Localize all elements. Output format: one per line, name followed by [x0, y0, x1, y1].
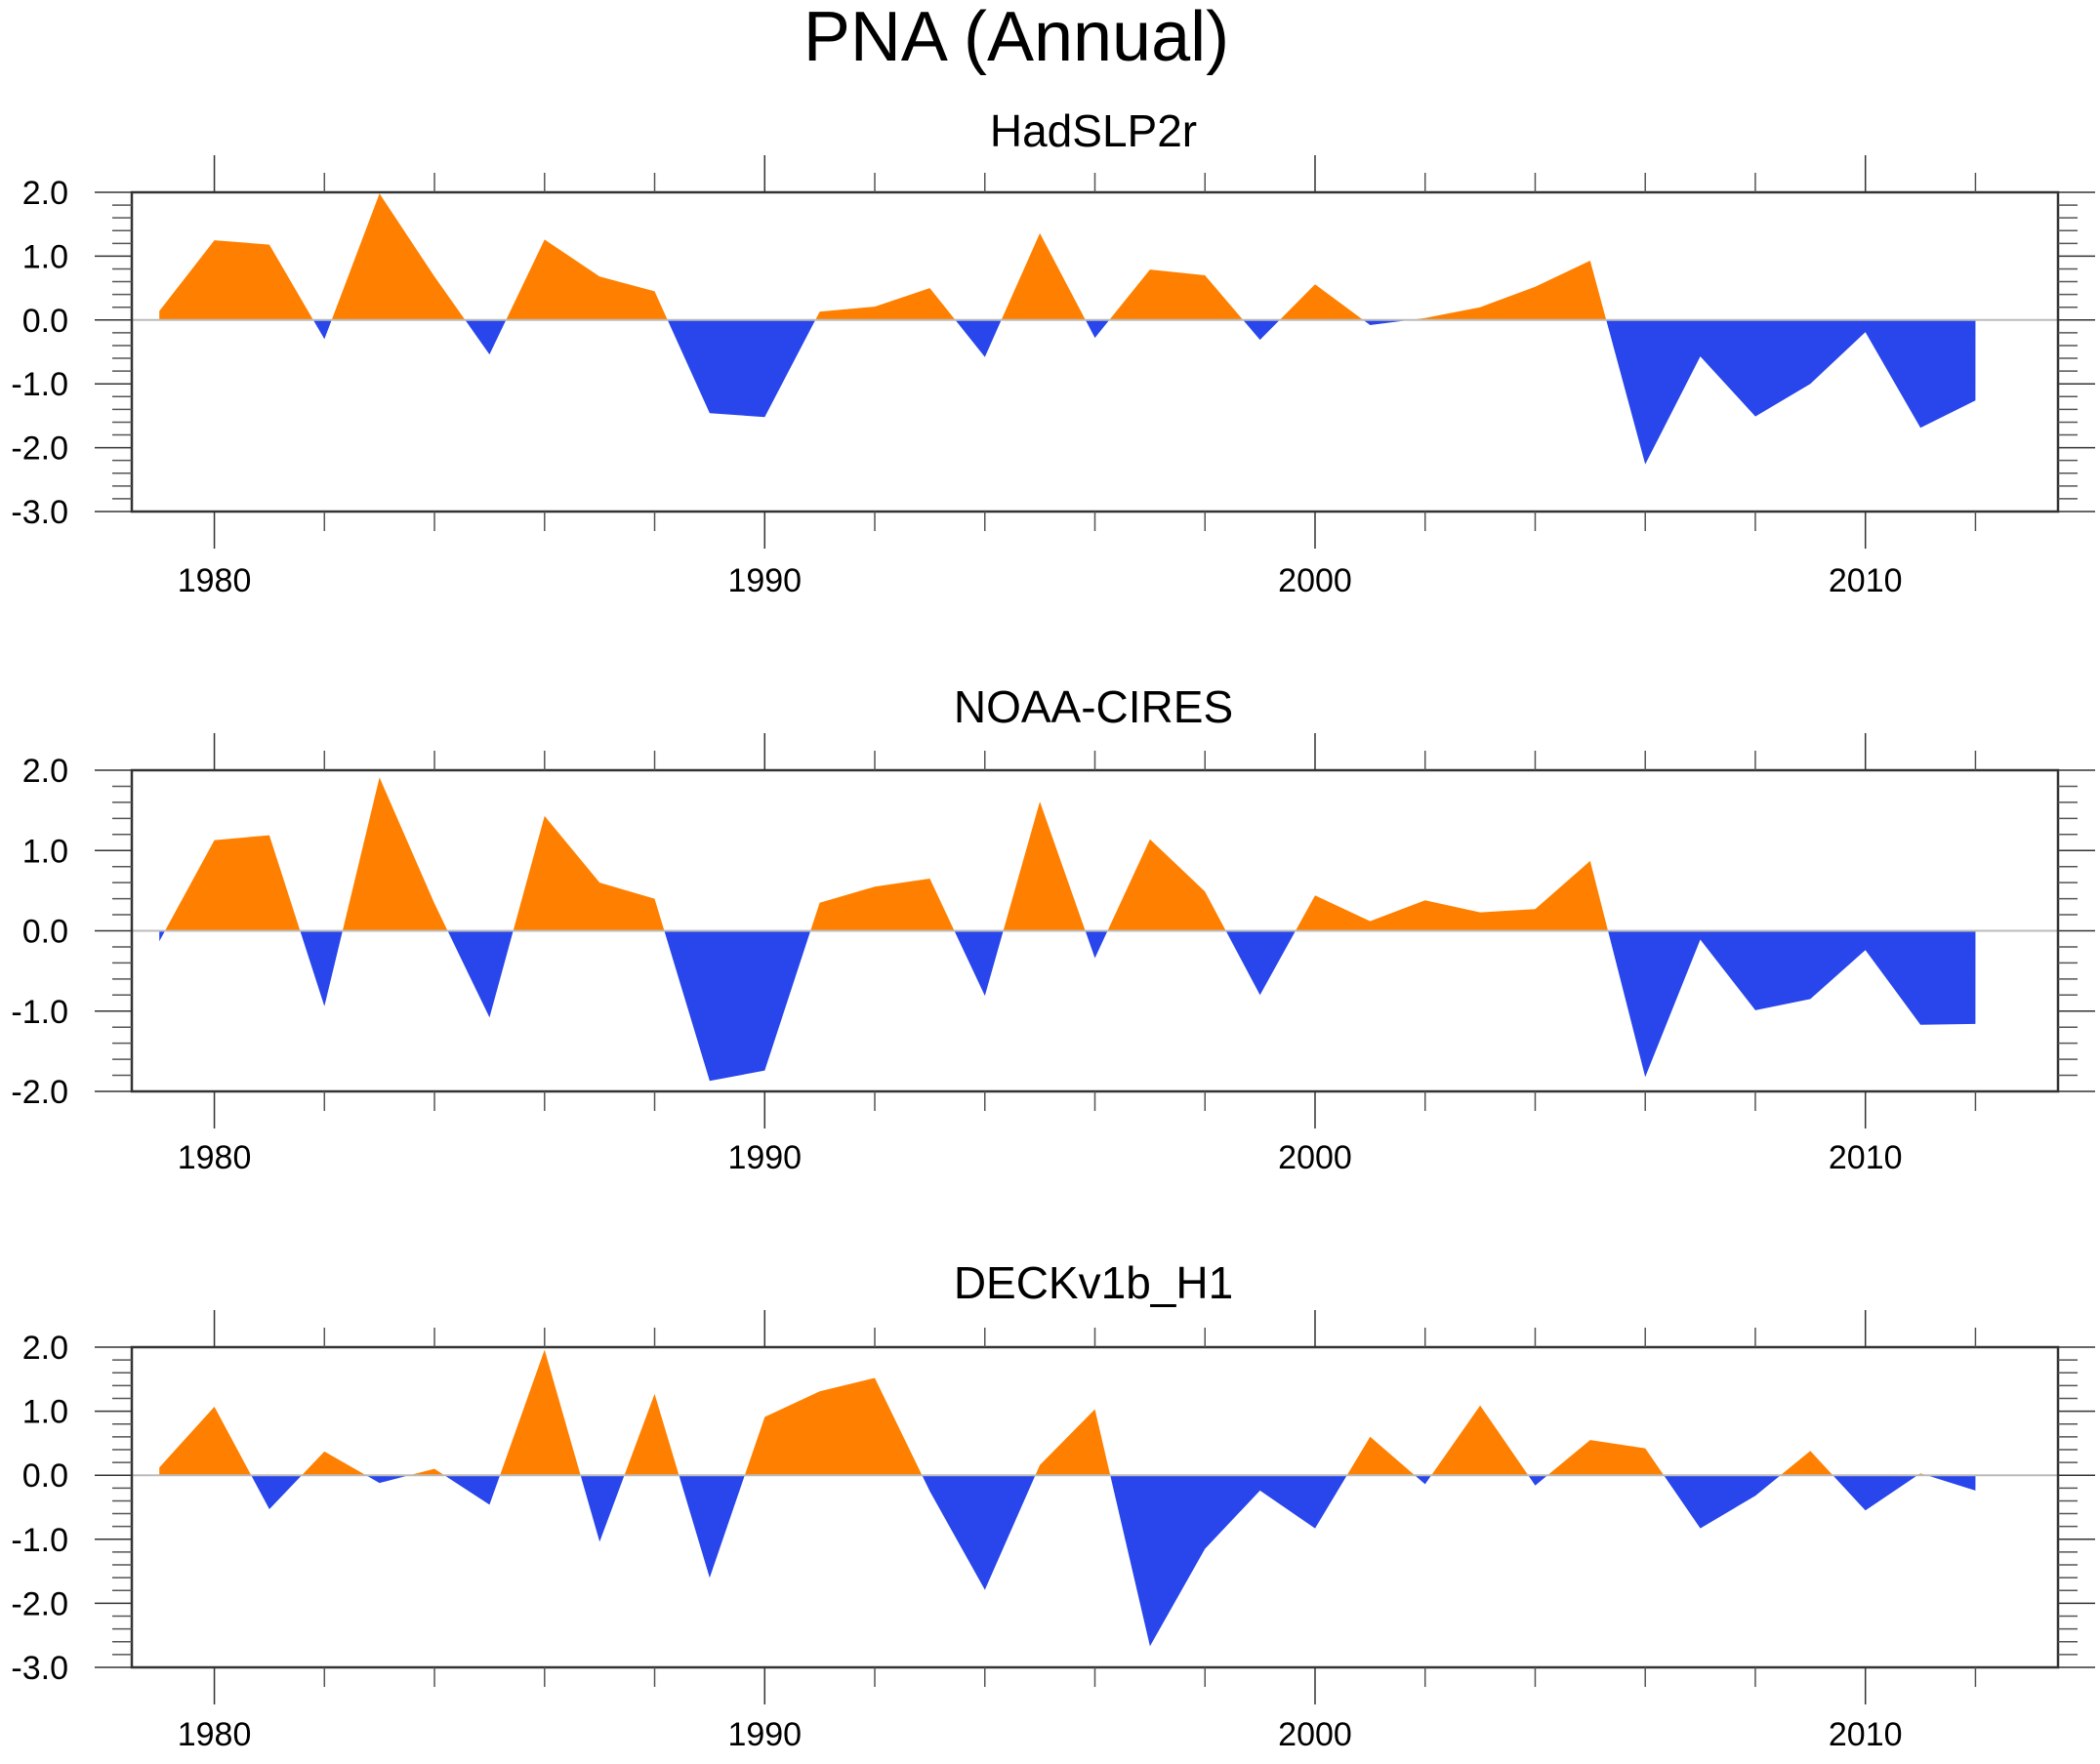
- x-tick-label: 2000: [1278, 1716, 1352, 1753]
- x-tick-label: 2010: [1829, 562, 1903, 599]
- y-tick-label: 0.0: [22, 303, 68, 340]
- y-tick-label: -3.0: [11, 1650, 68, 1687]
- panel-deckv1b-h1: DECKv1b_H1 2.0 1.0 0.0 -1.0 -2.0 -3.0 1980 1990 2…: [11, 1257, 2095, 1753]
- y-tick-label: -1.0: [11, 1522, 68, 1559]
- x-tick-label: 1990: [727, 562, 802, 599]
- negative-area: [159, 930, 1976, 1082]
- y-tick-label: -1.0: [11, 366, 68, 403]
- y-tick-label: 0.0: [22, 1457, 68, 1495]
- y-tick-label: 1.0: [22, 1394, 68, 1431]
- negative-area: [159, 319, 1976, 465]
- x-tick-label: 2000: [1278, 1139, 1352, 1176]
- x-tick-label: 1980: [178, 1716, 252, 1753]
- x-tick-label: 2010: [1829, 1716, 1903, 1753]
- panel-title: NOAA-CIRES: [954, 681, 1233, 732]
- negative-area: [159, 1475, 1976, 1647]
- panel-title: HadSLP2r: [990, 105, 1197, 156]
- x-tick-label: 1990: [727, 1139, 802, 1176]
- y-tick-label: -1.0: [11, 994, 68, 1031]
- y-tick-label: -2.0: [11, 431, 68, 468]
- y-tick-label: -2.0: [11, 1585, 68, 1622]
- y-tick-label: -3.0: [11, 494, 68, 531]
- positive-area: [159, 193, 1976, 320]
- y-tick-label: 1.0: [22, 238, 68, 275]
- y-tick-label: 2.0: [22, 753, 68, 790]
- panel-title: DECKv1b_H1: [954, 1257, 1233, 1308]
- y-tick-label: 0.0: [22, 914, 68, 951]
- y-tick-label: -2.0: [11, 1074, 68, 1111]
- y-tick-label: 2.0: [22, 175, 68, 212]
- x-tick-label: 1980: [178, 1139, 252, 1176]
- x-tick-label: 2000: [1278, 562, 1352, 599]
- panel-noaa-cires: NOAA-CIRES 2.0 1.0 0.0 -1.0 -2.0 1980 1990 2000 2…: [11, 681, 2095, 1176]
- positive-area: [159, 777, 1976, 931]
- x-tick-label: 1990: [727, 1716, 802, 1753]
- positive-area: [159, 1349, 1927, 1476]
- x-tick-label: 1980: [178, 562, 252, 599]
- panel-hadslp2r: HadSLP2r 2.0 1.0 0.0 -1.0 -2.0 -3.0 1980 1990 200…: [11, 105, 2095, 599]
- plot-frame: [130, 1345, 2060, 1669]
- figure-title: PNA (Annual): [803, 0, 1229, 76]
- y-tick-label: 1.0: [22, 833, 68, 870]
- y-tick-label: 2.0: [22, 1330, 68, 1367]
- x-tick-label: 2010: [1829, 1139, 1903, 1176]
